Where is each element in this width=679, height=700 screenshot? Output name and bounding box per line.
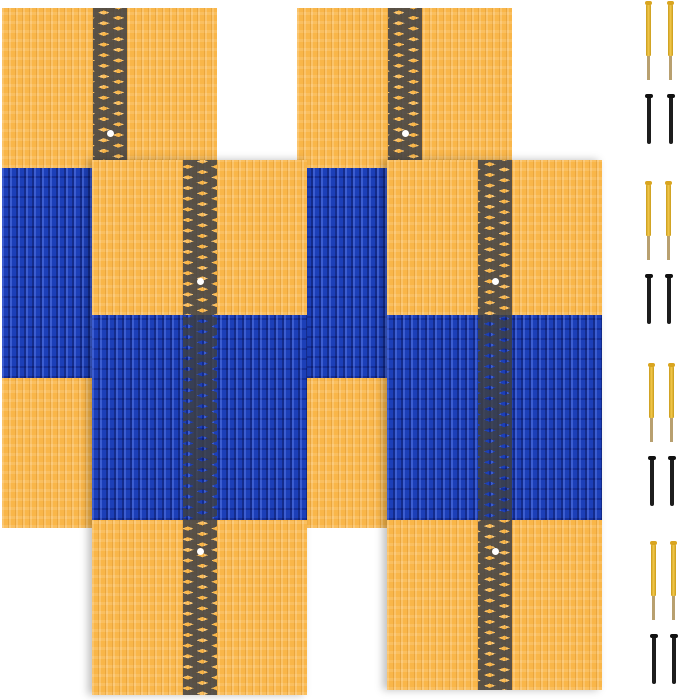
- wall-anchor: [645, 181, 652, 260]
- screw: [645, 94, 653, 144]
- brush-front-left: [92, 160, 307, 695]
- brush-spine: [182, 160, 217, 695]
- screw: [645, 274, 653, 324]
- screw-set: [640, 180, 679, 350]
- wall-anchor: [665, 181, 672, 260]
- screw-set: [643, 362, 679, 532]
- wall-anchor: [650, 541, 657, 620]
- screw: [670, 634, 678, 684]
- mount-hole: [106, 130, 114, 137]
- screw: [668, 456, 676, 506]
- mount-hole: [196, 548, 204, 555]
- screw-set: [640, 0, 679, 170]
- mount-hole: [491, 278, 499, 285]
- wall-anchor: [668, 363, 675, 442]
- brush-spine: [477, 160, 512, 690]
- wall-anchor: [645, 1, 652, 80]
- screw-set: [645, 540, 679, 700]
- screw: [648, 456, 656, 506]
- wall-anchor: [648, 363, 655, 442]
- screw: [667, 94, 675, 144]
- brush-front-right: [387, 160, 602, 690]
- screw: [650, 634, 658, 684]
- mount-hole: [401, 130, 409, 137]
- mount-hole: [196, 278, 204, 285]
- screw: [665, 274, 673, 324]
- wall-anchor: [667, 1, 674, 80]
- wall-anchor: [670, 541, 677, 620]
- mount-hole: [491, 548, 499, 555]
